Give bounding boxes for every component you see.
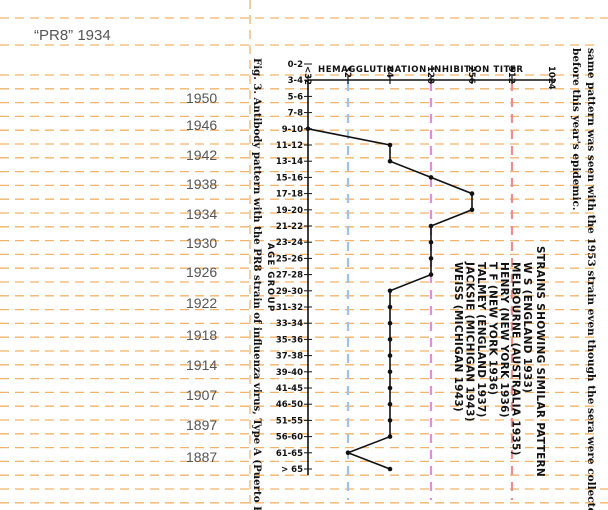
data-point (387, 434, 393, 439)
age-tick-label: 41-45 (276, 384, 303, 394)
titer-tick-label: 64 (384, 66, 394, 78)
strains-heading: STRAINS SHOWING SIMILAR PATTERN (534, 246, 546, 477)
age-group-label: AGE GROUP (265, 243, 275, 313)
titer-reference-lines (346, 82, 514, 500)
age-tick-label: 19-20 (276, 206, 303, 216)
age-tick-label: 9-10 (282, 125, 303, 135)
age-tick-label: 27-28 (276, 271, 303, 281)
year-label: 1950 (186, 90, 217, 106)
data-point (305, 126, 311, 132)
year-label: 1918 (186, 327, 217, 343)
age-tick-label: 31-32 (276, 303, 303, 313)
titer-tick-label: 256 (466, 66, 476, 84)
body-text-line-2: before this year's epidemic. (570, 48, 582, 211)
age-tick-label: 11-12 (276, 141, 303, 151)
data-point (387, 466, 393, 472)
axis-title: HEMAGGLUTINATION INHIBITION TITER (318, 65, 524, 75)
age-tick-label: 51-55 (276, 416, 303, 426)
data-point (387, 369, 393, 375)
year-label: 1887 (186, 449, 217, 465)
year-label: 1942 (186, 147, 217, 163)
age-tick-label: 29-30 (276, 287, 303, 297)
age-tick-label: 25-26 (276, 254, 303, 264)
age-tick-label: 21-22 (276, 222, 303, 232)
titer-line (307, 128, 473, 470)
body-text-line-1: same pattern was seen with the 1953 stra… (585, 48, 597, 510)
data-point (428, 223, 434, 229)
age-tick-label: 33-34 (276, 319, 303, 329)
data-point (428, 256, 434, 261)
data-point (387, 337, 393, 342)
data-point (387, 158, 393, 164)
age-tick-label: 39-40 (276, 368, 303, 378)
age-tick-label: 23-24 (276, 238, 303, 248)
titer-tick-label: <32 (302, 66, 312, 85)
strain-item: T F (NEW YORK 1936) (487, 262, 499, 395)
titer-tick-label: 512 (506, 66, 516, 84)
data-point (469, 207, 475, 213)
data-point (428, 175, 434, 180)
age-tick-label: 7-8 (288, 109, 303, 119)
strain-item: WEISS (MICHIGAN 1943) (452, 262, 464, 412)
strain-item: HENRY (NEW YORK 1936) (498, 262, 510, 418)
strain-item: MELBOURNE (AUSTRALIA 1935) (510, 262, 522, 456)
data-point (428, 239, 434, 245)
age-tick-label: 35-36 (276, 335, 303, 345)
strain-item: TALMEY (ENGLAND 1937) (475, 262, 487, 418)
age-tick-label: 46-50 (276, 400, 303, 410)
strain-item: W S (ENGLAND 1933) (521, 262, 533, 393)
age-tick-label: 37-38 (276, 352, 303, 362)
year-label: 1914 (186, 357, 217, 373)
data-point (387, 288, 393, 294)
year-label: 1946 (186, 117, 217, 133)
age-tick-label: 3-4 (288, 76, 303, 86)
data-point (387, 304, 393, 310)
figure-caption: Fig. 3. Antibody pattern with the PR8 st… (251, 58, 263, 510)
year-label: 1897 (186, 417, 217, 433)
data-point (387, 142, 393, 148)
data-point (345, 450, 351, 456)
titer-tick-label: 32 (342, 66, 352, 78)
year-label: 1926 (186, 264, 217, 280)
age-tick-label: 17-18 (276, 190, 303, 200)
year-labels: 1950 1946 1942 1938 1934 1930 1926 1922 1918 1914… (186, 90, 217, 465)
overlay-title: “PR8” 1934 (34, 27, 111, 44)
age-tick-label: 15-16 (276, 173, 303, 183)
year-label: 1930 (186, 235, 217, 251)
data-point (387, 385, 393, 391)
data-point (428, 272, 434, 277)
strain-item: JACKSIE (MICHIGAN 1943) (464, 261, 476, 422)
age-tick-label: 5-6 (288, 92, 303, 102)
chart-ticks: <32 32 64 128 256 512 1024 0-2 3-4 5-6 7-8 9-10 11-1… (276, 60, 556, 475)
data-point (387, 353, 393, 358)
age-tick-label: 56-60 (276, 433, 303, 443)
titer-tick-label: 128 (425, 66, 435, 84)
year-label: 1922 (186, 295, 217, 311)
scan-edge (596, 40, 608, 480)
age-tick-label: 61-65 (276, 449, 303, 459)
data-point (387, 320, 393, 326)
year-label: 1938 (186, 176, 217, 192)
age-tick-label: > 65 (281, 465, 303, 475)
data-series (305, 126, 475, 472)
chart-axes (307, 79, 556, 475)
age-tick-label: 0-2 (288, 60, 303, 70)
age-tick-label: 13-14 (276, 157, 303, 167)
year-label: 1907 (186, 387, 217, 403)
data-point (387, 401, 393, 407)
strains-block: STRAINS SHOWING SIMILAR PATTERN W S (ENG… (452, 246, 546, 477)
data-point (469, 191, 475, 196)
year-label: 1934 (186, 206, 217, 222)
titer-tick-label: 1024 (546, 66, 556, 90)
data-point (387, 418, 393, 423)
